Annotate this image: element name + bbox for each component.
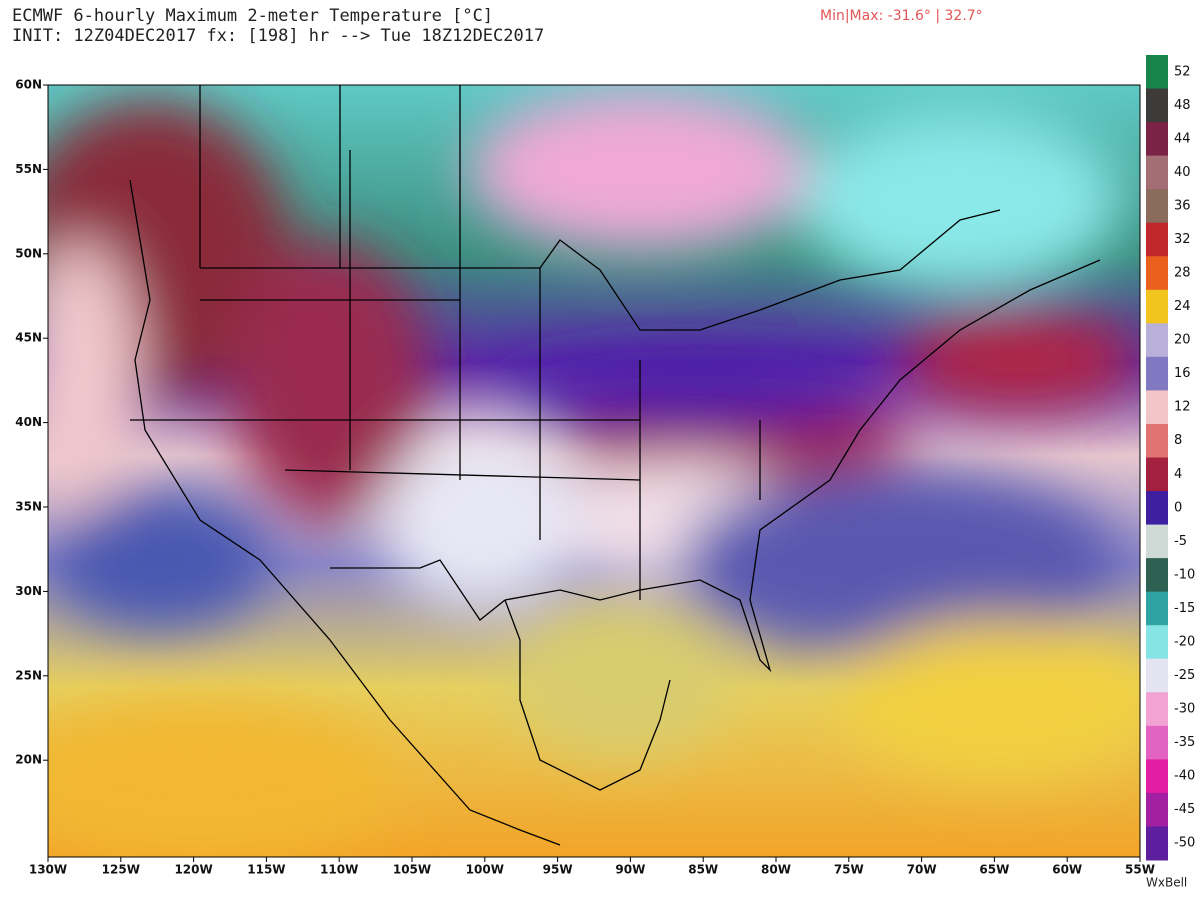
lat-label: 50N [15,246,42,260]
lon-label: 85W [688,863,718,877]
colorbar-segment [1146,55,1168,90]
lat-label: 30N [15,584,42,598]
colorbar-label: 8 [1174,433,1182,448]
state-lines [130,150,761,600]
colorbar-segment [1146,256,1168,291]
colorbar-label: -25 [1174,668,1195,683]
colorbar-label: -15 [1174,601,1195,616]
subtitle: INIT: 12Z04DEC2017 fx: [198] hr --> Tue … [12,26,544,46]
colorbar-label: 0 [1174,500,1182,515]
lon-label: 80W [761,863,791,877]
coastline [504,599,671,791]
lon-label: 120W [174,863,212,877]
lon-label: 100W [466,863,504,877]
colorbar-label: -45 [1174,802,1195,817]
colorbar-segment [1146,289,1168,324]
colorbar-label: -20 [1174,634,1195,649]
colorbar-segment [1146,826,1168,861]
lat-label: 25N [15,668,42,682]
colorbar-label: 44 [1174,131,1191,146]
colorbar-label: -10 [1174,567,1195,582]
lon-label: 115W [247,863,285,877]
colorbar-segment [1146,122,1168,157]
lon-label: 75W [834,863,864,877]
lat-label: 35N [15,500,42,514]
lon-label: 60W [1052,863,1082,877]
border [200,209,1001,331]
colorbar-label: 20 [1174,333,1191,348]
colorbar-segment [1146,423,1168,458]
lat-label: 55N [15,162,42,176]
colorbar-label: 40 [1174,165,1191,180]
colorbar-label: -30 [1174,702,1195,717]
title: ECMWF 6-hourly Maximum 2-meter Temperatu… [12,6,493,26]
colorbar-label: -5 [1174,534,1187,549]
lon-label: 70W [907,863,937,877]
colorbar-label: 48 [1174,98,1191,113]
map-frame [47,84,1141,858]
colorbar: 5248444036322824201612840-5-10-15-20-25-… [1146,55,1195,861]
colorbar-segment [1146,88,1168,123]
colorbar-segment [1146,189,1168,224]
colorbar-segment [1146,155,1168,190]
coastline [129,179,561,846]
lat-labels: 60N 55N 50N 45N 40N 35N 30N 25N 20N [15,78,48,767]
province-lines [199,85,461,268]
colorbar-label: -40 [1174,769,1195,784]
lon-label: 110W [320,863,358,877]
lat-label: 60N [15,78,42,92]
credit: WxBell [1146,876,1187,890]
lat-label: 20N [15,753,42,767]
colorbar-segment [1146,356,1168,391]
colorbar-label: 52 [1174,64,1191,79]
map [48,85,1140,857]
lon-label: 105W [393,863,431,877]
colorbar-segment [1146,558,1168,593]
colorbar-segment [1146,323,1168,358]
colorbar-label: 12 [1174,400,1191,415]
colorbar-segment [1146,591,1168,626]
colorbar-label: -35 [1174,735,1195,750]
colorbar-label: -50 [1174,836,1195,851]
colorbar-segment [1146,390,1168,425]
colorbar-label: 16 [1174,366,1191,381]
lon-label: 130W [29,863,67,877]
lon-labels: 130W 125W 120W 115W 110W 105W 100W 95W 90W 85W 80W… [29,857,1155,877]
lon-label: 65W [979,863,1009,877]
lon-label: 90W [615,863,645,877]
colorbar-segment [1146,725,1168,760]
lon-label: 125W [102,863,140,877]
lat-label: 45N [15,331,42,345]
border [330,559,506,621]
colorbar-label: 24 [1174,299,1191,314]
temperature-field [48,90,1140,857]
colorbar-label: 32 [1174,232,1191,247]
lat-label: 40N [15,415,42,429]
colorbar-segment [1146,658,1168,693]
colorbar-segment [1146,491,1168,526]
colorbar-label: 36 [1174,198,1191,213]
boundaries [129,85,1101,846]
colorbar-segment [1146,222,1168,257]
colorbar-segment [1146,692,1168,727]
coastline [504,259,1101,673]
colorbar-segment [1146,759,1168,794]
min-max: Min|Max: -31.6° | 32.7° [820,8,983,24]
colorbar-label: 28 [1174,266,1191,281]
colorbar-segment [1146,792,1168,827]
lon-label: 55W [1125,863,1155,877]
colorbar-segment [1146,524,1168,559]
colorbar-label: 4 [1174,467,1182,482]
colorbar-segment [1146,457,1168,492]
lon-label: 95W [543,863,573,877]
colorbar-segment [1146,625,1168,660]
